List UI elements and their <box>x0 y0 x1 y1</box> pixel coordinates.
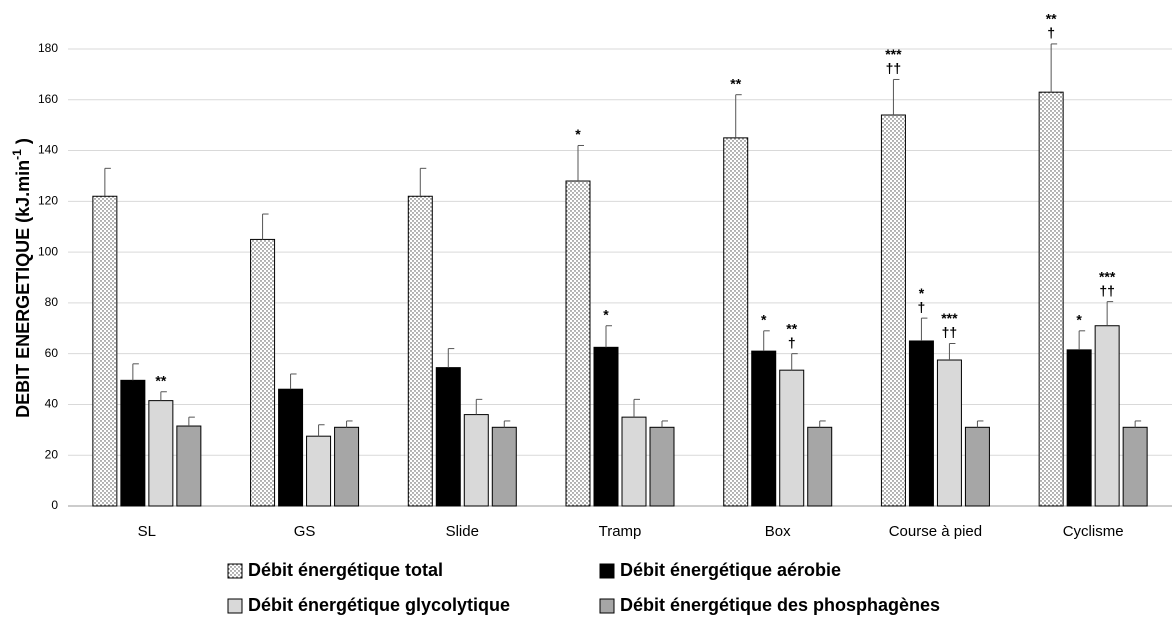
y-tick-label: 180 <box>38 41 58 55</box>
significance-label: † <box>918 299 926 315</box>
x-tick-label: GS <box>294 523 316 540</box>
significance-label: *** <box>941 310 958 326</box>
bar <box>779 369 805 507</box>
significance-label: ** <box>786 320 797 336</box>
y-label-end: ) <box>13 138 33 149</box>
bar <box>908 340 934 507</box>
bar <box>807 426 833 507</box>
y-tick-label: 20 <box>45 447 59 461</box>
bar <box>1038 91 1064 507</box>
bar <box>593 346 619 507</box>
legend-label: Débit énergétique aérobie <box>620 560 841 580</box>
bar <box>92 195 118 507</box>
significance-label: †† <box>942 324 958 340</box>
x-tick-label: Slide <box>446 523 479 540</box>
significance-label: †† <box>1099 282 1115 298</box>
bar <box>435 367 461 507</box>
x-tick-label: Box <box>765 523 791 540</box>
bar <box>1094 325 1120 507</box>
bar <box>463 414 489 507</box>
y-tick-label: 160 <box>38 92 58 106</box>
significance-label: † <box>788 334 796 350</box>
y-tick-label: 120 <box>38 194 58 208</box>
significance-label: * <box>575 126 581 142</box>
legend-swatch <box>227 563 243 579</box>
legend-swatch <box>599 598 615 614</box>
bar <box>148 400 174 507</box>
significance-label: †† <box>886 60 902 76</box>
y-tick-label: 80 <box>45 295 59 309</box>
x-tick-label: SL <box>138 523 156 540</box>
significance-label: *** <box>885 46 902 62</box>
y-tick-label: 140 <box>38 143 58 157</box>
bar <box>491 426 517 507</box>
y-label-main: DEBIT ENERGETIQUE (kJ.min <box>13 160 33 418</box>
significance-label: * <box>1076 312 1082 328</box>
bar <box>1066 349 1092 507</box>
legend-label: Débit énergétique glycolytique <box>248 595 510 615</box>
x-tick-label: Tramp <box>599 523 642 540</box>
y-axis-label: DEBIT ENERGETIQUE (kJ.min-1 ) <box>10 138 33 418</box>
bar <box>250 238 276 507</box>
significance-label: † <box>1047 25 1055 41</box>
y-tick-label: 60 <box>45 346 59 360</box>
bar <box>120 379 146 507</box>
y-tick-label: 40 <box>45 397 59 411</box>
bar <box>621 416 647 507</box>
significance-label: ** <box>730 75 741 91</box>
significance-label: * <box>919 285 925 301</box>
significance-label: * <box>603 306 609 322</box>
bar <box>407 195 433 507</box>
bar <box>723 137 749 507</box>
significance-label: ** <box>1046 11 1057 27</box>
legend-label: Débit énergétique des phosphagènes <box>620 595 940 615</box>
y-label-sup: -1 <box>10 149 24 160</box>
y-tick-label: 100 <box>38 244 58 258</box>
bar <box>176 425 202 507</box>
significance-label: *** <box>1099 268 1116 284</box>
x-tick-label: Course à pied <box>889 523 982 540</box>
y-tick-label: 0 <box>51 498 58 512</box>
bar <box>334 426 360 507</box>
bar <box>565 180 591 507</box>
significance-label: ** <box>155 372 166 388</box>
legend-swatch <box>227 598 243 614</box>
bar <box>936 359 962 507</box>
bar <box>278 388 304 507</box>
legend-label: Débit énergétique total <box>248 560 443 580</box>
bar <box>751 350 777 507</box>
bar <box>880 114 906 507</box>
bar <box>649 426 675 507</box>
x-tick-label: Cyclisme <box>1063 523 1124 540</box>
bar <box>1122 426 1148 507</box>
bar <box>306 435 332 507</box>
legend-swatch <box>599 563 615 579</box>
bar <box>964 426 990 507</box>
significance-label: * <box>761 312 767 328</box>
